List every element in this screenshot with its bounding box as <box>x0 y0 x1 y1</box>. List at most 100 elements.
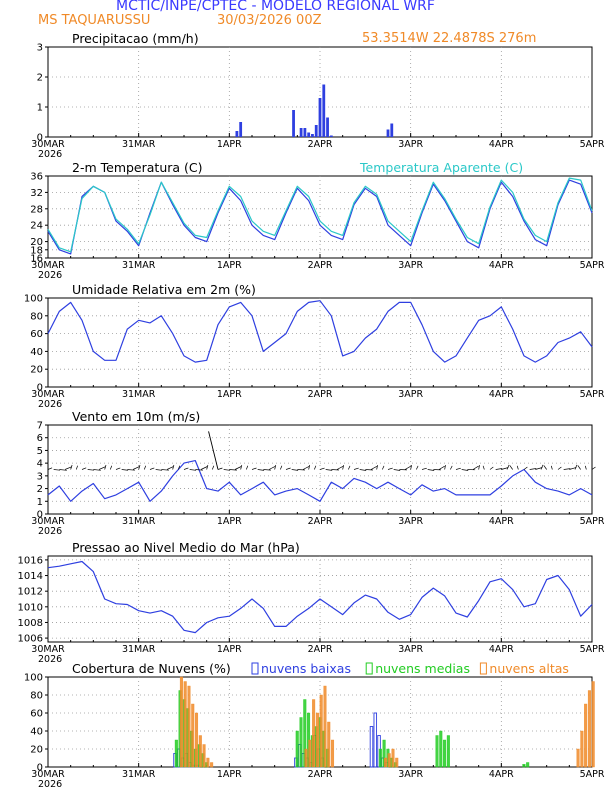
cloud-bar-orange <box>187 685 191 768</box>
cloud-bar-orange <box>327 721 331 768</box>
precip-bar <box>326 117 329 137</box>
wind-vector <box>535 467 543 470</box>
temp-ytick-label: 20 <box>30 237 43 248</box>
wind-vector <box>523 466 528 470</box>
wind-vector <box>297 469 306 471</box>
wind-vector <box>501 467 509 470</box>
wind-vector <box>482 465 485 470</box>
wind-vector <box>557 466 562 470</box>
cloud-bar-orange <box>198 735 202 768</box>
precip-ytick-label: 0 <box>37 133 43 144</box>
cloud-bar-orange <box>308 739 312 768</box>
wind-vector <box>200 466 208 470</box>
rh-ytick-label: 20 <box>30 365 43 376</box>
wind-vector <box>574 464 578 470</box>
wind-vector <box>342 465 345 470</box>
clouds-year-label: 2026 <box>38 779 62 790</box>
temp-xtick-label: 30MAR <box>31 260 65 271</box>
wind-vector <box>53 469 61 471</box>
cloud-legend-swatch <box>251 662 259 675</box>
wind-vector <box>183 467 189 470</box>
rh-series-line <box>47 300 593 363</box>
pressure-xtick-label: 2APR <box>308 644 333 655</box>
cloud-legend-swatch <box>365 662 373 675</box>
precip-bar <box>307 132 311 137</box>
wind-vector <box>206 464 209 470</box>
precip-bar <box>303 128 307 137</box>
precip-xtick-label: 2APR <box>308 139 333 150</box>
rh-xtick-label: 30MAR <box>31 389 65 400</box>
wind-vector <box>59 469 67 471</box>
clouds-ytick-label: 80 <box>30 691 43 702</box>
cloud-bar-green <box>295 730 299 768</box>
wind-vector <box>461 469 469 471</box>
wind-series-line <box>47 460 593 502</box>
wind-vector <box>115 467 121 470</box>
wind-vector <box>370 465 378 470</box>
precip-xtick-label: 4APR <box>489 139 514 150</box>
pressure-ytick-label: 1014 <box>18 571 43 582</box>
temp-xtick-label: 5APR <box>580 260 605 271</box>
wind-vector <box>495 468 503 470</box>
wind-vector <box>285 467 291 470</box>
clouds-xtick-label: 4APR <box>489 769 514 780</box>
cloud-bar-green <box>522 764 526 768</box>
temp-title: 2-m Temperatura (C) <box>72 160 203 175</box>
precip-xtick-label: 1APR <box>217 139 242 150</box>
wind-vector <box>353 467 359 470</box>
cloud-bar-orange <box>584 703 588 768</box>
precip-bar <box>329 135 333 137</box>
cloud-legend-label: nuvens baixas <box>261 661 351 676</box>
wind-vector <box>444 465 446 470</box>
cloud-bar-orange <box>323 685 327 768</box>
pressure-xtick-label: 3APR <box>398 644 423 655</box>
temp-xtick-label: 3APR <box>398 260 423 271</box>
wind-panel: 0 1 2 34 5 67 30MAR 31MAR 1APR 2APR 3APR 4APR 5APR 20… <box>31 409 605 537</box>
cloud-bar-green <box>435 735 439 768</box>
wind-ytick-label: 5 <box>37 446 43 457</box>
cloud-bar-orange <box>580 730 584 768</box>
wind-ytick-label: 0 <box>37 510 43 521</box>
pressure-xtick-label: 4APR <box>489 644 514 655</box>
wind-vector <box>569 467 577 470</box>
wind-vector <box>302 466 310 470</box>
precip-bar <box>235 131 239 137</box>
wind-vector <box>268 466 276 470</box>
wind-vector <box>584 465 587 470</box>
temp-xtick-label: 2APR <box>308 260 333 271</box>
wind-vector <box>178 465 181 470</box>
clouds-ytick-label: 60 <box>30 709 43 720</box>
cloud-legend-label: nuvens medias <box>375 661 470 676</box>
pressure-xtick-label: 1APR <box>217 644 242 655</box>
wind-vector <box>98 466 106 470</box>
pressure-year-label: 2026 <box>38 654 62 665</box>
clouds-xtick-label: 2APR <box>308 769 333 780</box>
wind-vector <box>246 465 249 470</box>
precip-ytick-label: 3 <box>37 43 43 54</box>
pressure-series-line <box>47 560 593 634</box>
rh-panel: 0 20 40 60 80 100 30MAR 31MAR 1APR 2APR 3APR 4APR 5A… <box>24 282 605 410</box>
wind-vector <box>529 468 537 470</box>
header-coords: 53.3514W 22.4878S 276m <box>362 31 537 46</box>
cloud-bar-orange <box>195 712 199 768</box>
wind-ytick-label: 7 <box>37 421 43 432</box>
wind-vector <box>382 465 385 470</box>
pressure-ytick-label: 1012 <box>18 587 43 598</box>
precip-xtick-label: 3APR <box>398 139 423 150</box>
cloud-bar-orange <box>331 739 335 768</box>
wind-vector <box>47 467 53 470</box>
rh-xtick-label: 1APR <box>217 389 242 400</box>
pressure-xtick-label: 5APR <box>580 644 605 655</box>
wind-vector <box>478 465 480 470</box>
wind-vector <box>577 465 581 470</box>
pressure-xtick-label: 31MAR <box>122 644 156 655</box>
temp-ytick-label: 18 <box>30 245 43 256</box>
cloud-bar-orange <box>591 681 595 768</box>
precip-bar <box>386 129 390 137</box>
wind-vector <box>223 469 231 471</box>
precip-panel: 0 1 2 3 30MAR 31MAR 1APR 2APR 3APR 4APR 5APR 2026 Pr… <box>31 31 605 160</box>
wind-vector <box>166 466 174 470</box>
wind-vector <box>234 466 242 470</box>
cloud-bar-orange <box>304 748 308 768</box>
